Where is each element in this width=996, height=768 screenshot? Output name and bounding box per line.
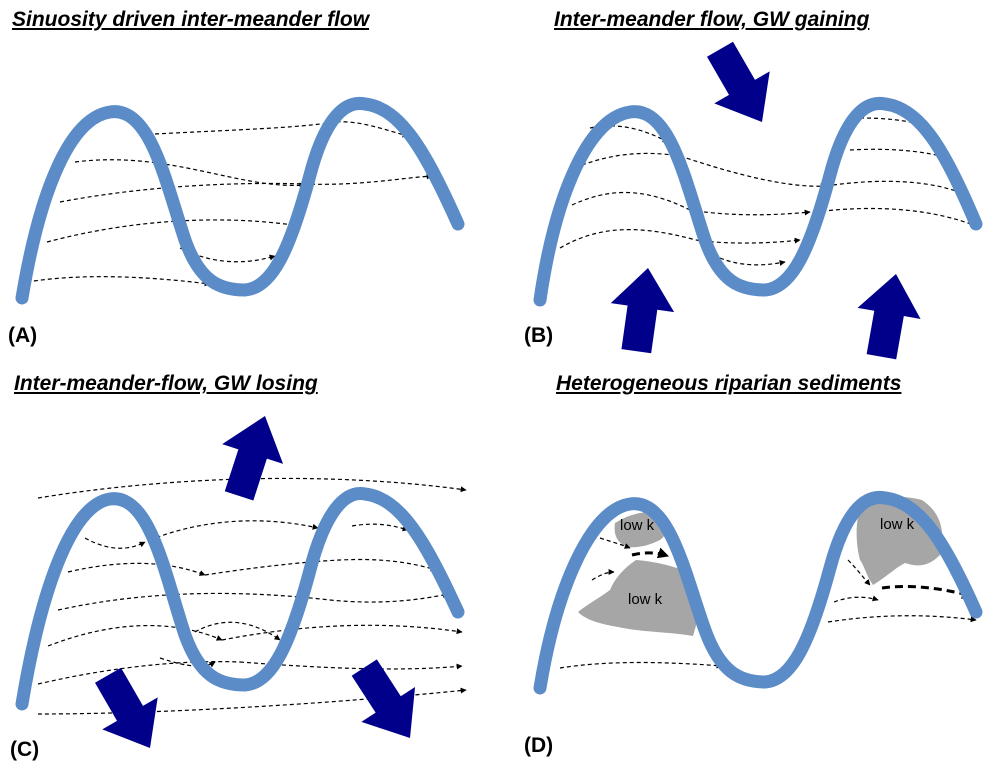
flowline — [719, 257, 786, 266]
panel-a — [15, 96, 465, 305]
panel-d-label: (D) — [524, 734, 554, 757]
flowline — [689, 209, 811, 216]
panel-c-title: Inter-meander-flow, GW losing — [14, 372, 318, 395]
flowline — [825, 180, 965, 195]
panel-a-flowlines — [26, 121, 433, 287]
gw-outflow-arrow-icon — [208, 406, 296, 506]
gw-outflow-arrow-icon — [337, 650, 437, 756]
panel-c-label: (C) — [10, 738, 40, 761]
flowline — [37, 660, 241, 685]
flowline — [559, 661, 723, 669]
gw-inflow-arrow-icon — [849, 268, 928, 363]
flowline — [84, 537, 146, 549]
flowline — [26, 276, 211, 287]
river-channel — [15, 96, 465, 305]
flowline — [833, 595, 879, 603]
flowline — [591, 569, 615, 581]
low-k-label: low k — [880, 516, 915, 533]
low-k-zone — [578, 560, 699, 636]
gw-outflow-arrow-icon — [80, 659, 178, 764]
flowline — [74, 159, 306, 189]
flowline — [827, 615, 977, 623]
flowline — [59, 173, 433, 203]
panel-b-title: Inter-meander flow, GW gaining — [554, 8, 870, 31]
panel-d-title: Heterogeneous riparian sediments — [556, 372, 902, 395]
flowline — [149, 520, 319, 541]
panel-b-gw-arrows — [604, 33, 928, 363]
flowline — [679, 155, 827, 190]
flowline — [351, 523, 409, 532]
panel-b — [533, 33, 983, 363]
river-channel — [533, 96, 983, 307]
flowline — [47, 624, 223, 647]
panel-c — [15, 406, 467, 764]
gw-inflow-arrow-icon — [692, 33, 790, 139]
flowline — [67, 562, 206, 576]
flowline — [599, 537, 631, 549]
flowline — [571, 191, 691, 211]
panel-a-title: Sinuosity driven inter-meander flow — [12, 8, 370, 31]
panel-a-label: (A) — [8, 324, 38, 347]
river-channel — [533, 490, 983, 695]
panel-d: low k low k low k — [533, 490, 983, 695]
flowline — [204, 558, 437, 576]
flowline-strong — [631, 547, 670, 559]
flowline — [57, 592, 449, 611]
low-k-label: low k — [628, 591, 663, 608]
flowline — [847, 559, 871, 586]
flowline — [581, 152, 681, 166]
flowline — [559, 229, 697, 249]
panel-b-flowlines — [559, 117, 977, 266]
gw-inflow-arrow-icon — [604, 263, 680, 356]
low-k-label: low k — [620, 517, 655, 534]
flowline — [814, 207, 977, 227]
river-channel — [15, 487, 465, 711]
flowline — [154, 121, 409, 138]
panel-c-gw-arrows — [80, 406, 437, 764]
flowline — [849, 148, 949, 160]
low-k-zone — [856, 496, 943, 585]
flowline — [179, 247, 276, 263]
panel-b-label: (B) — [524, 324, 554, 347]
flowline — [221, 624, 463, 641]
flowline — [194, 621, 281, 641]
